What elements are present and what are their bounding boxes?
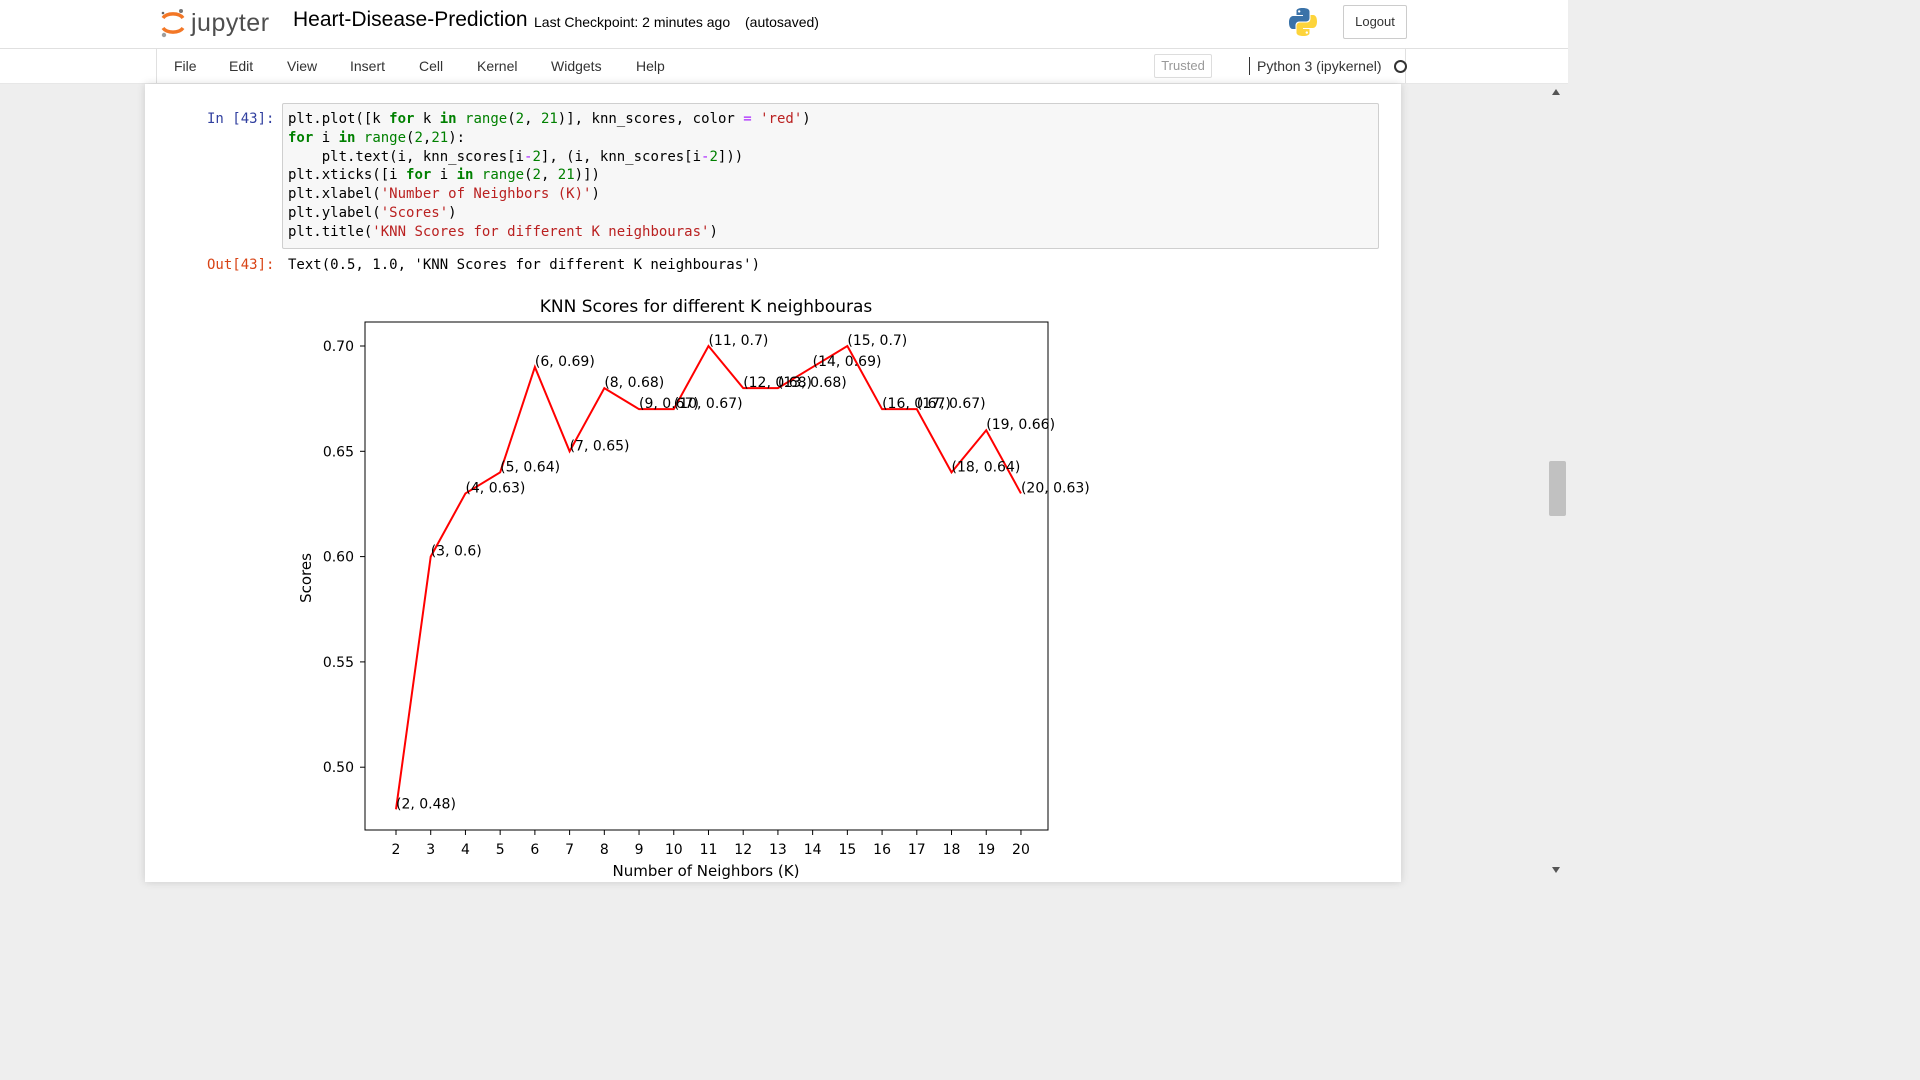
code-cell-input[interactable]: plt.plot([k for k in range(2, 21)], knn_… — [282, 103, 1379, 249]
jupyter-logo-text: jupyter — [191, 8, 270, 37]
x-axis-label: Number of Neighbors (K) — [613, 862, 800, 880]
point-label: (13, 0.68) — [778, 375, 847, 391]
checkpoint-status: Last Checkpoint: 2 minutes ago — [534, 14, 731, 30]
plot-frame — [364, 321, 1049, 831]
x-tick-label: 8 — [600, 842, 609, 858]
point-label: (20, 0.63) — [1021, 480, 1090, 496]
menu-view[interactable]: View — [287, 58, 318, 74]
output-prompt: Out[43]: — [207, 257, 275, 273]
point-label: (16, 0.67) — [882, 396, 951, 412]
menu-bar: File Edit View Insert Cell Kernel Widget… — [0, 49, 1568, 84]
kernel-status-icon — [1394, 60, 1407, 73]
x-tick-label: 9 — [635, 842, 644, 858]
scroll-down-arrow-icon[interactable] — [1552, 867, 1560, 873]
header-bar: jupyter Heart-Disease-Prediction Last Ch… — [0, 0, 1568, 49]
point-label: (12, 0.68) — [743, 375, 812, 391]
point-label: (3, 0.6) — [431, 544, 482, 560]
menu-container: File Edit View Insert Cell Kernel Widget… — [156, 49, 1406, 83]
x-tick-label: 5 — [496, 842, 505, 858]
x-tick-label: 20 — [1012, 842, 1030, 858]
x-tick-label: 3 — [426, 842, 435, 858]
menu-file[interactable]: File — [174, 58, 197, 74]
y-tick-label: 0.55 — [323, 655, 354, 671]
trusted-indicator[interactable]: Trusted — [1154, 54, 1212, 78]
menu-cell[interactable]: Cell — [419, 58, 444, 74]
x-tick-label: 17 — [908, 842, 926, 858]
knn-scores-chart: KNN Scores for different K neighbouras N… — [297, 297, 1090, 880]
x-tick-label: 10 — [665, 842, 683, 858]
y-ticks: 0.50 0.55 0.60 0.65 0.70 — [323, 339, 365, 776]
x-tick-label: 2 — [392, 842, 401, 858]
logout-button[interactable]: Logout — [1343, 5, 1407, 39]
x-tick-label: 11 — [700, 842, 718, 858]
x-tick-label: 12 — [734, 842, 752, 858]
x-ticks: 2 3 4 5 6 7 8 9 10 11 12 13 14 15 16 17 18 19 20 — [392, 830, 1030, 858]
point-label: (9, 0.67) — [639, 396, 699, 412]
x-tick-label: 16 — [873, 842, 891, 858]
knn-score-line — [395, 344, 1022, 810]
menu-help[interactable]: Help — [636, 58, 665, 74]
y-tick-label: 0.70 — [323, 339, 354, 355]
python-logo-icon — [1287, 6, 1319, 43]
point-label: (5, 0.64) — [500, 459, 560, 475]
point-label: (6, 0.69) — [535, 354, 595, 370]
point-label: (15, 0.7) — [847, 333, 907, 349]
y-tick-label: 0.60 — [323, 550, 354, 566]
menu-kernel[interactable]: Kernel — [477, 58, 518, 74]
point-label: (18, 0.64) — [952, 459, 1021, 475]
point-label: (4, 0.63) — [465, 480, 525, 496]
code-content: plt.plot([k for k in range(2, 21)], knn_… — [288, 111, 811, 240]
scrollbar-thumb[interactable] — [1549, 461, 1566, 516]
point-label: (7, 0.65) — [570, 438, 630, 454]
x-tick-label: 19 — [977, 842, 995, 858]
menu-widgets[interactable]: Widgets — [551, 58, 602, 74]
point-label: (14, 0.69) — [813, 354, 882, 370]
jupyter-logo[interactable]: jupyter — [160, 6, 270, 40]
y-tick-label: 0.65 — [323, 444, 354, 460]
x-tick-label: 4 — [461, 842, 470, 858]
kernel-separator — [1249, 57, 1250, 75]
point-label: (2, 0.48) — [396, 796, 456, 812]
jupyter-logo-icon — [161, 9, 185, 38]
y-axis-label: Scores — [297, 553, 315, 603]
x-tick-label: 18 — [943, 842, 961, 858]
point-label: (8, 0.68) — [604, 375, 664, 391]
scroll-up-arrow-icon[interactable] — [1552, 89, 1560, 95]
x-tick-label: 7 — [565, 842, 574, 858]
notebook-name[interactable]: Heart-Disease-Prediction — [293, 8, 528, 31]
menu-insert[interactable]: Insert — [350, 58, 386, 74]
point-labels: (2, 0.48) (3, 0.6) (4, 0.63) (5, 0.64) (6, 0… — [396, 333, 1090, 812]
chart-title: KNN Scores for different K neighbouras — [540, 297, 873, 317]
point-label: (10, 0.67) — [674, 396, 743, 412]
point-label: (11, 0.7) — [708, 333, 768, 349]
y-tick-label: 0.50 — [323, 760, 354, 776]
x-tick-label: 15 — [838, 842, 856, 858]
x-tick-label: 13 — [769, 842, 787, 858]
x-tick-label: 6 — [530, 842, 539, 858]
output-text: Text(0.5, 1.0, 'KNN Scores for different… — [288, 257, 761, 273]
autosave-status: (autosaved) — [745, 14, 819, 30]
input-prompt: In [43]: — [207, 111, 275, 127]
point-label: (17, 0.67) — [917, 396, 986, 412]
kernel-name[interactable]: Python 3 (ipykernel) — [1257, 58, 1382, 74]
point-label: (19, 0.66) — [986, 417, 1055, 433]
x-tick-label: 14 — [804, 842, 822, 858]
menu-edit[interactable]: Edit — [229, 58, 254, 74]
